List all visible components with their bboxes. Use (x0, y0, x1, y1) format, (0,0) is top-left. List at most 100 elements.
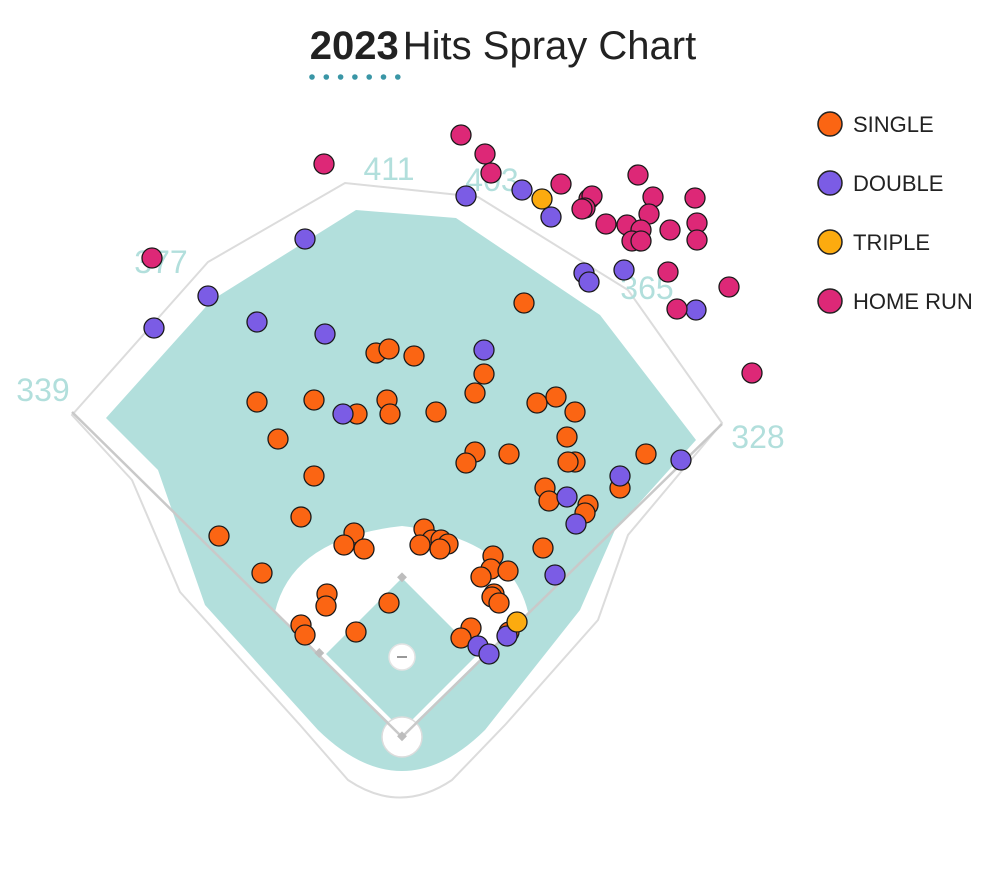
hit-marker-single (403, 345, 425, 367)
hit-marker-single (556, 426, 578, 448)
hit-marker-single (251, 562, 273, 584)
hit-marker-single (455, 452, 477, 474)
hit-marker-single (497, 560, 519, 582)
legend-label-double: DOUBLE (853, 171, 943, 196)
hit-marker-single (315, 595, 337, 617)
hit-marker-single (409, 534, 431, 556)
hit-marker-single (532, 537, 554, 559)
hit-marker-single (378, 338, 400, 360)
hit-marker-home-run (666, 298, 688, 320)
hit-marker-single (303, 465, 325, 487)
hit-marker-double (544, 564, 566, 586)
hit-marker-double (246, 311, 268, 333)
legend-marker-double (817, 170, 843, 196)
hit-marker-home-run (627, 164, 649, 186)
legend-item-home-run: HOME RUN (817, 288, 973, 314)
hit-marker-single (545, 386, 567, 408)
hit-marker-double (143, 317, 165, 339)
hit-marker-home-run (141, 247, 163, 269)
legend-marker-single (817, 111, 843, 137)
hit-marker-double (670, 449, 692, 471)
hit-marker-single (290, 506, 312, 528)
distance-right-field-line: 328 (731, 419, 784, 455)
title-underline-dots (309, 74, 401, 80)
hit-marker-home-run (718, 276, 740, 298)
hit-marker-single (557, 451, 579, 473)
distance-center-field: 411 (363, 151, 414, 187)
hit-marker-double (565, 513, 587, 535)
hit-marker-home-run (474, 143, 496, 165)
title-underline-dot (395, 74, 401, 80)
chart-title-year: 2023 (310, 24, 399, 68)
title-underline-dot (337, 74, 344, 80)
chart-title-text: Hits Spray Chart (403, 24, 696, 68)
hit-marker-double (578, 271, 600, 293)
hit-marker-double (197, 285, 219, 307)
hit-marker-double (511, 179, 533, 201)
hit-marker-double (478, 643, 500, 665)
third-base (314, 648, 325, 658)
outfield-wall-outline (70, 181, 724, 799)
legend-item-triple: TRIPLE (817, 229, 930, 255)
hit-marker-home-run (313, 153, 335, 175)
hit-marker-double (314, 323, 336, 345)
hit-marker-single (488, 592, 510, 614)
hit-marker-single (378, 592, 400, 614)
hit-marker-single (303, 389, 325, 411)
hit-marker-home-run (550, 173, 572, 195)
hit-marker-single (513, 292, 535, 314)
hit-markers (141, 124, 763, 665)
hit-marker-single (267, 428, 289, 450)
title-underline-dot (323, 74, 330, 80)
hit-marker-single (208, 525, 230, 547)
distance-left-field-line: 339 (16, 372, 69, 408)
hit-marker-single (473, 363, 495, 385)
hit-marker-double (473, 339, 495, 361)
hit-marker-single (498, 443, 520, 465)
hit-marker-double (556, 486, 578, 508)
hit-marker-home-run (684, 187, 706, 209)
hit-marker-double (685, 299, 707, 321)
hit-marker-triple (506, 611, 528, 633)
legend-item-double: DOUBLE (817, 170, 943, 196)
hit-marker-single (294, 624, 316, 646)
hit-marker-single (564, 401, 586, 423)
outfield-grass (106, 210, 696, 771)
hit-marker-double (609, 465, 631, 487)
legend-label-triple: TRIPLE (853, 230, 930, 255)
hit-marker-triple (531, 188, 553, 210)
hit-marker-single (379, 403, 401, 425)
hit-marker-single (526, 392, 548, 414)
hit-marker-single (246, 391, 268, 413)
hit-marker-home-run (630, 230, 652, 252)
title-underline-dot (309, 74, 315, 80)
hit-marker-home-run (595, 213, 617, 235)
hit-marker-double (294, 228, 316, 250)
title-underline-dot (380, 74, 387, 80)
hit-marker-home-run (657, 261, 679, 283)
hit-marker-double (540, 206, 562, 228)
left-foul-line (71, 411, 403, 738)
legend-label-home-run: HOME RUN (853, 289, 973, 314)
hit-marker-double (455, 185, 477, 207)
hit-marker-home-run (571, 198, 593, 220)
hit-marker-home-run (686, 229, 708, 251)
hit-marker-single (635, 443, 657, 465)
legend-marker-triple (817, 229, 843, 255)
chart-title: 2023 Hits Spray Chart (310, 24, 696, 68)
ballpark-field (70, 181, 724, 799)
hit-marker-double (613, 259, 635, 281)
hit-marker-home-run (480, 162, 502, 184)
hit-marker-single (429, 538, 451, 560)
hit-marker-home-run (450, 124, 472, 146)
hit-marker-single (470, 566, 492, 588)
legend-label-single: SINGLE (853, 112, 934, 137)
hit-marker-single (353, 538, 375, 560)
hit-marker-double (332, 403, 354, 425)
title-underline-dot (352, 74, 358, 80)
title-underline-dot (366, 74, 373, 80)
hit-marker-home-run (659, 219, 681, 241)
hit-marker-single (464, 382, 486, 404)
legend-item-single: SINGLE (817, 111, 934, 137)
